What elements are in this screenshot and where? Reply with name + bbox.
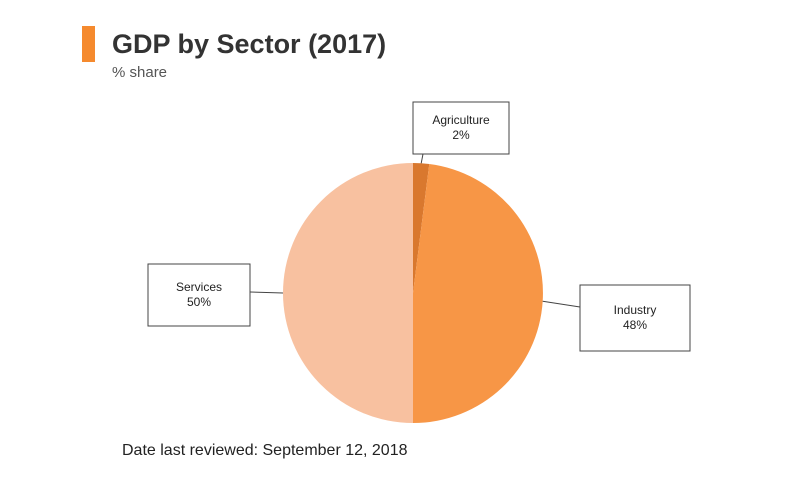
callout-value-industry: 48% [623,318,647,332]
chart-title: GDP by Sector (2017) [112,29,387,59]
callout-leader-agriculture [420,153,424,164]
callout-label-industry: Industry [614,303,657,317]
title-accent-bar [82,26,95,62]
callout-box-agriculture [412,101,510,155]
callout-box-industry [579,284,691,352]
callout-value-services: 50% [187,295,211,309]
callout-value-agriculture: 2% [452,128,470,142]
callout-leader-industry [542,300,581,308]
callout-label-services: Services [176,280,222,294]
callout-box-services [147,263,251,327]
date-last-reviewed: Date last reviewed: September 12, 2018 [122,442,408,459]
pie-slices [283,163,543,423]
pie-slice-services [283,163,413,423]
pie-slice-agriculture [413,163,430,293]
pie-slice-industry [413,164,543,423]
chart-subtitle: % share [112,64,168,81]
callout-leader-services [249,291,284,294]
callout-label-agriculture: Agriculture [432,113,490,127]
